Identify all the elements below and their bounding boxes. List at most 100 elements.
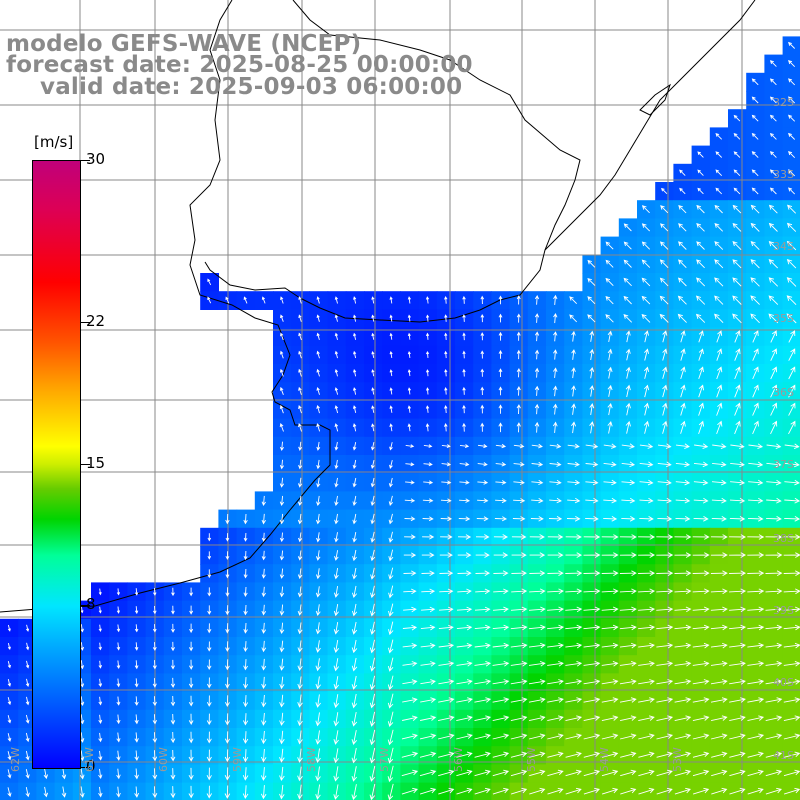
wind-arrow [696,259,705,269]
wind-arrow [419,787,437,795]
wind-arrow [279,568,285,579]
wind-arrow [747,570,765,576]
wind-arrow [456,661,473,667]
wind-arrow [747,679,765,685]
wind-arrow [495,498,507,504]
wind-arrow [766,443,782,450]
wind-arrow [316,332,320,341]
wind-arrow [656,751,673,758]
wind-arrow [603,497,618,504]
wind-arrow [493,552,509,558]
wind-arrow [370,549,376,562]
wind-arrow [747,516,764,522]
wind-arrow [547,679,564,685]
wind-arrow [474,751,491,758]
wind-arrow [152,696,157,707]
wind-arrow [733,114,741,122]
wind-arrow [279,513,285,525]
wind-arrow [334,423,339,432]
wind-arrow [643,402,650,416]
wind-arrow [675,461,691,468]
wind-arrow [583,697,601,703]
wind-arrow [765,642,783,649]
wind-arrow [788,41,796,49]
wind-arrow [674,552,692,558]
wind-arrow [438,697,455,703]
wind-arrow [585,443,599,449]
wind-arrow [351,712,358,727]
wind-arrow [677,295,687,305]
wind-arrow [492,624,510,631]
wind-arrow [784,461,800,468]
wind-arrow [734,348,741,361]
wind-arrow [698,420,705,435]
wind-arrow [766,497,782,504]
wind-arrow [605,259,614,268]
wind-arrow [788,348,796,361]
wind-arrow [516,422,521,433]
wind-arrow [421,552,435,558]
wind-arrow [280,296,284,304]
wind-arrow [261,568,266,579]
wind-arrow [474,733,492,740]
wind-arrow [710,552,728,558]
wind-arrow [188,785,194,799]
wind-arrow [225,551,230,560]
wind-arrow [407,369,411,377]
wind-arrow [351,639,358,654]
wind-arrow [7,733,12,742]
wind-arrow [730,461,745,468]
colorbar [32,160,81,769]
wind-arrow [315,676,321,690]
wind-arrow [298,368,302,377]
wind-arrow [565,715,583,722]
wind-arrow [462,404,466,414]
wind-speed-cell [782,782,800,800]
wind-arrow [674,697,692,703]
wind-arrow [316,532,321,543]
wind-arrow [388,585,394,599]
wind-arrow [207,605,212,615]
wind-arrow [401,769,419,777]
wind-arrow [768,204,778,214]
wind-arrow [565,534,582,540]
wind-arrow [188,731,194,744]
wind-arrow [116,786,121,798]
colorbar-tick [80,463,90,465]
wind-arrow [583,570,601,576]
wind-arrow [601,715,619,722]
wind-arrow [770,348,777,361]
wind-arrow [477,444,488,449]
wind-arrow [425,350,430,358]
wind-arrow [710,679,728,685]
wind-arrow [675,516,691,522]
wind-arrow [279,586,285,598]
colorbar-unit: [m/s] [34,133,74,151]
wind-arrow [456,697,473,703]
wind-arrow [280,350,284,359]
wind-arrow [352,442,357,451]
wind-arrow [510,660,528,667]
wind-arrow [625,366,631,379]
wind-arrow [674,751,692,758]
wind-arrow [480,404,485,414]
wind-arrow [224,713,230,726]
wind-arrow [644,330,650,343]
wind-arrow [334,350,339,359]
wind-arrow [371,423,375,432]
wind-arrow [711,479,727,486]
wind-arrow [334,441,339,451]
wind-speed-cell [782,273,800,292]
wind-arrow [619,606,637,613]
wind-arrow [371,350,375,358]
wind-arrow [571,421,577,434]
wind-arrow [371,314,375,322]
wind-arrow [315,694,321,708]
wind-arrow [696,223,705,232]
wind-arrow [656,552,674,558]
wind-arrow [716,402,723,416]
wind-arrow [7,697,12,706]
wind-arrow [353,296,357,304]
wind-arrow [388,621,394,636]
longitude-label: 54W [598,747,611,772]
